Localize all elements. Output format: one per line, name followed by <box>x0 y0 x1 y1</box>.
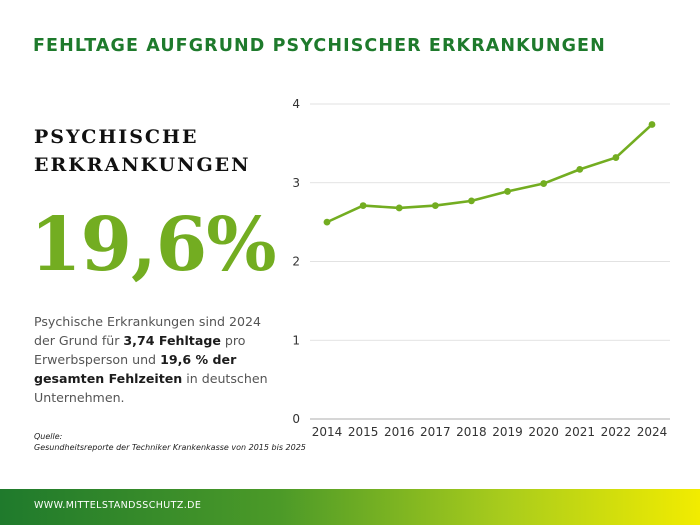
data-point <box>395 204 403 212</box>
data-point <box>540 180 548 187</box>
section-title-line1: PSYCHISCHE <box>34 126 199 148</box>
x-tick-label: 2022 <box>601 425 632 439</box>
section-title-line2: ERKRANKUNGEN <box>34 154 251 176</box>
chart-gridlines <box>310 103 670 420</box>
source-note: Quelle: Gesundheitsreporte der Techniker… <box>34 431 314 453</box>
y-tick-label: 0 <box>292 412 300 426</box>
data-point <box>431 202 439 209</box>
footer-website[interactable]: WWW.MITTELSTANDSSCHUTZ.DE <box>34 500 202 511</box>
chart-x-tick-labels: 2014 2015 2016 2017 2018 2019 2020 2021 2022 2024 <box>312 425 668 439</box>
description-text: Psychische Erkrankungen sind 2024 der Gr… <box>34 312 284 407</box>
data-point <box>576 165 584 173</box>
y-tick-label: 3 <box>292 176 300 190</box>
data-point <box>323 218 331 226</box>
data-point <box>468 197 475 205</box>
x-tick-label: 2018 <box>456 425 487 439</box>
data-point <box>504 188 511 195</box>
footer-bar: WWW.MITTELSTANDSSCHUTZ.DE <box>0 489 700 525</box>
section-title: PSYCHISCHE ERKRANKUNGEN <box>34 123 294 179</box>
y-tick-label: 2 <box>292 255 300 269</box>
data-point <box>612 154 620 161</box>
x-tick-label: 2016 <box>384 425 415 439</box>
description-part2: pro Erwerbsperson und <box>34 333 246 367</box>
source-text: Gesundheitsreporte der Techniker Kranken… <box>34 443 306 452</box>
description-part1: Psychische Erkrankungen sind 2024 der Gr… <box>34 314 262 348</box>
source-label: Quelle: <box>34 432 63 441</box>
data-point <box>359 202 367 209</box>
y-tick-label: 1 <box>292 333 300 347</box>
big-percentage-value: 19,6% <box>30 202 277 288</box>
x-tick-label: 2021 <box>565 425 596 439</box>
description-bold-fehlzeiten: 19,6 % der gesamten Fehlzeiten <box>34 352 237 386</box>
description-bold-fehltage: 3,74 Fehltage <box>123 333 221 348</box>
x-tick-label: 2019 <box>492 425 523 439</box>
data-point <box>648 121 656 128</box>
series-line <box>325 123 654 224</box>
y-tick-label: 4 <box>292 97 300 111</box>
chart-series <box>323 121 656 226</box>
x-tick-label: 2020 <box>528 425 559 439</box>
x-tick-label: 2014 <box>312 425 343 439</box>
x-tick-label: 2017 <box>420 425 451 439</box>
x-tick-label: 2024 <box>637 425 668 439</box>
chart-y-tick-labels: 0 1 2 3 4 <box>292 97 300 426</box>
page-title: FEHLTAGE AUFGRUND PSYCHISCHER ERKRANKUNG… <box>33 36 606 56</box>
x-tick-label: 2015 <box>348 425 379 439</box>
description-part3: in deutschen Unternehmen. <box>34 371 268 405</box>
